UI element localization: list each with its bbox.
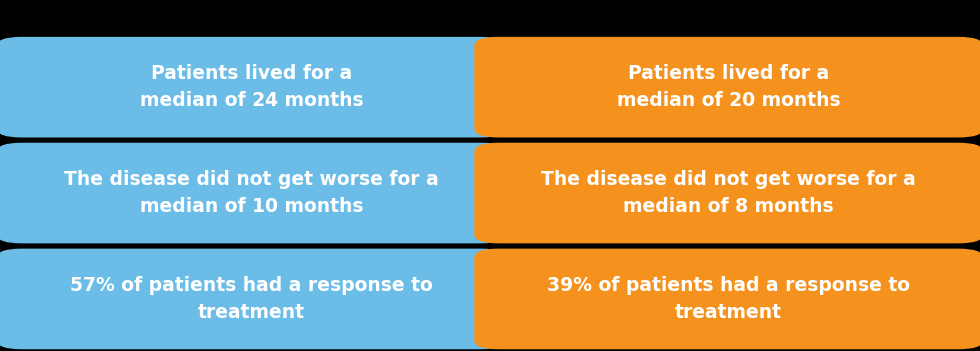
FancyBboxPatch shape: [0, 249, 506, 349]
FancyBboxPatch shape: [0, 37, 506, 138]
Text: Patients lived for a
median of 20 months: Patients lived for a median of 20 months: [616, 65, 841, 110]
Text: The disease did not get worse for a
median of 8 months: The disease did not get worse for a medi…: [541, 170, 916, 216]
FancyBboxPatch shape: [0, 143, 506, 243]
Text: Patients lived for a
median of 24 months: Patients lived for a median of 24 months: [139, 65, 364, 110]
Text: The disease did not get worse for a
median of 10 months: The disease did not get worse for a medi…: [64, 170, 439, 216]
FancyBboxPatch shape: [474, 37, 980, 138]
FancyBboxPatch shape: [474, 249, 980, 349]
Text: 39% of patients had a response to
treatment: 39% of patients had a response to treatm…: [547, 276, 910, 322]
Text: 57% of patients had a response to
treatment: 57% of patients had a response to treatm…: [70, 276, 433, 322]
FancyBboxPatch shape: [474, 143, 980, 243]
